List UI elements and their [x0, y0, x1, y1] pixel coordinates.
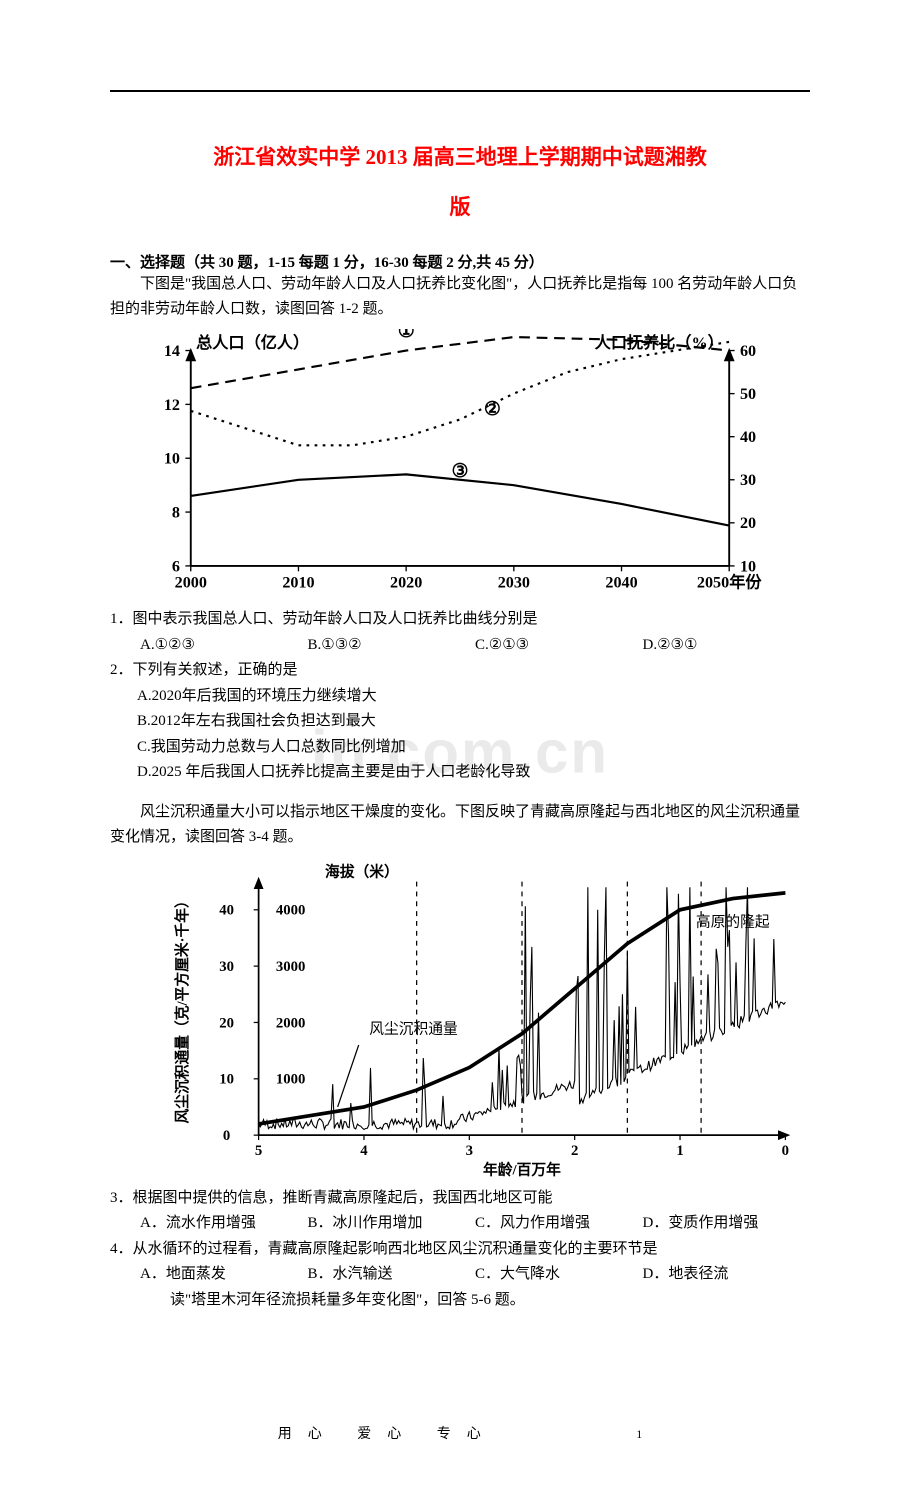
svg-text:8: 8 [172, 504, 180, 521]
svg-text:20: 20 [740, 515, 756, 532]
svg-text:0: 0 [782, 1142, 789, 1158]
question-1-options: A.①②③ B.①③② C.②①③ D.②③① [110, 633, 810, 659]
intro-3: 读"塔里木河年径流损耗量多年变化图"，回答 5-6 题。 [110, 1288, 810, 1314]
question-2: 2．下列有关叙述，正确的是 [110, 658, 810, 684]
svg-text:2000: 2000 [175, 574, 207, 591]
svg-text:30: 30 [219, 959, 234, 975]
q4-opt-a: A．地面蒸发 [140, 1262, 308, 1288]
question-3: 3．根据图中提供的信息，推断青藏高原隆起后，我国西北地区可能 [110, 1186, 810, 1212]
svg-text:2: 2 [571, 1142, 578, 1158]
q2-opt-b: B.2012年左右我国社会负担达到最大 [110, 709, 810, 735]
svg-text:10: 10 [219, 1071, 234, 1087]
footer: 用心 爱心 专心 1 [110, 1423, 810, 1443]
q1-opt-c: C.②①③ [475, 633, 643, 659]
intro-2: 风尘沉积通量大小可以指示地区干燥度的变化。下图反映了青藏高原隆起与西北地区的风尘… [110, 800, 810, 851]
q4-opt-b: B．水汽输送 [308, 1262, 476, 1288]
svg-text:30: 30 [740, 472, 756, 489]
section-heading: 一、选择题（共 30 题，1-15 每题 1 分，16-30 每题 2 分,共 … [110, 251, 810, 272]
question-4: 4．从水循环的过程看，青藏高原隆起影响西北地区风尘沉积通量变化的主要环节是 [110, 1237, 810, 1263]
svg-text:14: 14 [164, 343, 180, 360]
svg-text:6: 6 [172, 558, 180, 575]
svg-text:2030: 2030 [498, 574, 530, 591]
svg-text:③: ③ [452, 461, 469, 482]
chart-2: 0102030401000200030004000543210年龄/百万年风尘沉… [110, 857, 810, 1182]
q1-opt-d: D.②③① [643, 633, 811, 659]
svg-text:2020: 2020 [390, 574, 422, 591]
doc-title-line2: 版 [110, 182, 810, 232]
chart-1: 6810121410203040506020002010202020302040… [110, 329, 810, 603]
svg-text:4: 4 [360, 1142, 368, 1158]
svg-text:12: 12 [164, 397, 180, 414]
question-1: 1．图中表示我国总人口、劳动年龄人口及人口抚养比曲线分别是 [110, 607, 810, 633]
q3-opt-d: D．变质作用增强 [643, 1211, 811, 1237]
svg-text:风尘沉积通量: 风尘沉积通量 [369, 1020, 458, 1037]
top-rule [110, 90, 810, 92]
svg-text:总人口（亿人）: 总人口（亿人） [196, 333, 309, 352]
q4-opt-d: D．地表径流 [643, 1262, 811, 1288]
svg-text:10: 10 [164, 450, 180, 467]
svg-text:海拔（米）: 海拔（米） [325, 862, 399, 880]
svg-text:3: 3 [466, 1142, 473, 1158]
svg-text:20: 20 [219, 1015, 234, 1031]
svg-text:10: 10 [740, 558, 756, 575]
svg-text:风尘沉积通量（克/平方厘米·千年）: 风尘沉积通量（克/平方厘米·千年） [173, 893, 191, 1123]
svg-text:1000: 1000 [276, 1071, 306, 1087]
q4-opt-c: C．大气降水 [475, 1262, 643, 1288]
svg-text:①: ① [398, 329, 415, 342]
svg-text:高原的隆起: 高原的隆起 [696, 913, 770, 930]
intro-1: 下图是"我国总人口、劳动年龄人口及人口抚养比变化图"，人口抚养比是指每 100 … [110, 272, 810, 323]
q2-opt-d: D.2025 年后我国人口抚养比提高主要是由于人口老龄化导致 [110, 760, 810, 786]
svg-text:4000: 4000 [276, 902, 306, 918]
svg-text:1: 1 [676, 1142, 683, 1158]
svg-text:2040: 2040 [605, 574, 637, 591]
svg-text:5: 5 [255, 1142, 262, 1158]
svg-text:40: 40 [740, 429, 756, 446]
svg-text:②: ② [484, 399, 501, 420]
footer-text: 用心 爱心 专心 [278, 1427, 497, 1442]
svg-text:3000: 3000 [276, 959, 306, 975]
q3-opt-b: B．冰川作用增加 [308, 1211, 476, 1237]
svg-text:60: 60 [740, 343, 756, 360]
svg-text:年龄/百万年: 年龄/百万年 [483, 1160, 561, 1176]
svg-text:40: 40 [219, 902, 234, 918]
svg-text:2050年份: 2050年份 [697, 572, 762, 591]
question-3-options: A．流水作用增强 B．冰川作用增加 C．风力作用增强 D．变质作用增强 [110, 1211, 810, 1237]
q2-opt-c: C.我国劳动力总数与人口总数同比例增加 [110, 735, 810, 761]
svg-text:2010: 2010 [282, 574, 314, 591]
question-4-options: A．地面蒸发 B．水汽输送 C．大气降水 D．地表径流 [110, 1262, 810, 1288]
svg-text:人口抚养比（%）: 人口抚养比（%） [595, 333, 724, 352]
q2-opt-a: A.2020年后我国的环境压力继续增大 [110, 684, 810, 710]
page-number: 1 [636, 1427, 642, 1441]
q3-opt-a: A．流水作用增强 [140, 1211, 308, 1237]
svg-text:2000: 2000 [276, 1015, 306, 1031]
q1-opt-b: B.①③② [308, 633, 476, 659]
svg-text:0: 0 [223, 1128, 230, 1144]
q3-opt-c: C．风力作用增强 [475, 1211, 643, 1237]
doc-title-line1: 浙江省效实中学 2013 届高三地理上学期期中试题湘教 [110, 132, 810, 182]
svg-text:50: 50 [740, 386, 756, 403]
q1-opt-a: A.①②③ [140, 633, 308, 659]
